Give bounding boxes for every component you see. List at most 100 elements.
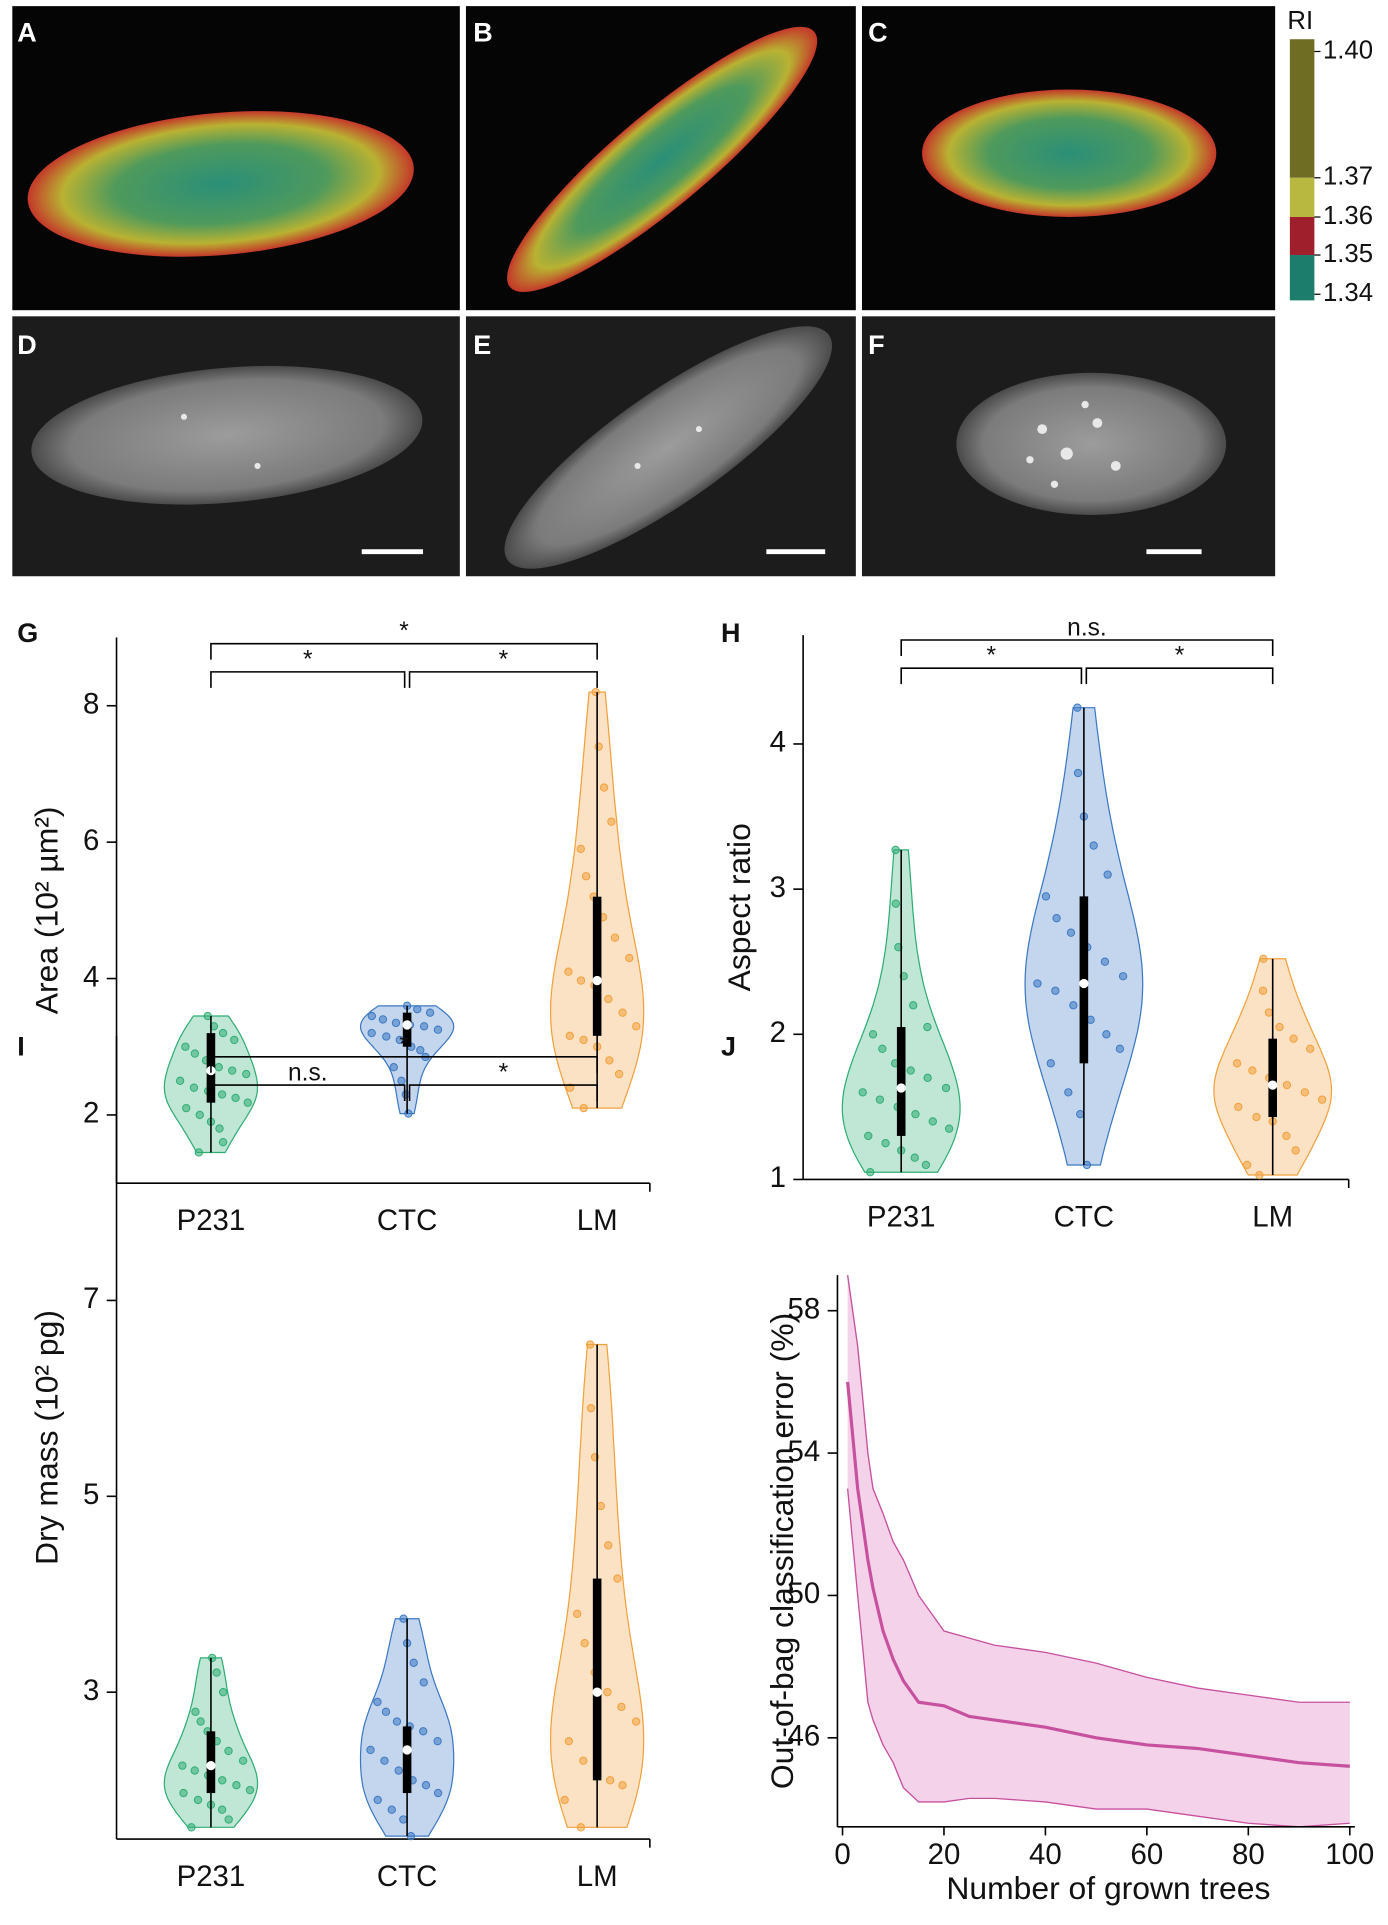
y-tick-label: 50: [788, 1577, 821, 1610]
data-point: [1258, 986, 1268, 995]
data-point: [406, 1831, 416, 1841]
data-point: [373, 1795, 382, 1805]
panel-label: D: [17, 330, 36, 360]
data-point: [419, 1727, 428, 1736]
data-point: [195, 1110, 204, 1120]
data-point: [591, 687, 600, 697]
significance-bracket: [900, 639, 1274, 656]
data-point: [579, 1035, 588, 1045]
median: [592, 1687, 602, 1697]
data-point: [1289, 1034, 1298, 1043]
x-tick-label: LM: [1252, 1200, 1293, 1233]
data-point: [923, 1073, 932, 1083]
data-point: [366, 1745, 375, 1755]
data-point: [1115, 1044, 1125, 1053]
colorbar-tick-label: 1.35: [1323, 240, 1373, 268]
x-tick-label: CTC: [377, 1860, 437, 1893]
data-point: [1033, 979, 1042, 988]
data-point: [179, 1788, 188, 1798]
data-point: [625, 953, 634, 963]
data-point: [1232, 1059, 1242, 1068]
data-point: [618, 1781, 627, 1790]
data-point: [875, 1095, 885, 1104]
data-point: [224, 1815, 233, 1824]
data-point: [604, 1541, 613, 1550]
data-point: [190, 1766, 199, 1775]
y-tick-label: 3: [83, 1674, 99, 1707]
data-point: [404, 1109, 413, 1118]
data-point: [881, 1139, 890, 1148]
data-point: [218, 1028, 228, 1038]
data-point: [433, 1736, 442, 1746]
data-point: [178, 1761, 187, 1770]
y-tick-label: 8: [83, 688, 99, 721]
error-band: [847, 1275, 1350, 1827]
significance-label: *: [499, 1060, 509, 1087]
data-point: [1282, 1080, 1292, 1090]
data-point: [1291, 1146, 1300, 1155]
y-tick-label: 54: [788, 1435, 821, 1468]
data-point: [1066, 928, 1076, 937]
y-tick-label: 6: [83, 824, 99, 857]
y-axis-label: Dry mass (10² pg): [29, 1310, 65, 1565]
data-point: [631, 1717, 641, 1726]
data-point: [1102, 1030, 1111, 1039]
x-tick-label: 60: [1131, 1838, 1164, 1871]
data-point: [394, 1766, 403, 1775]
y-tick-label: 2: [83, 1097, 99, 1130]
data-point: [909, 1001, 918, 1010]
data-point: [607, 817, 616, 826]
significance-bracket: [210, 1056, 598, 1073]
data-point: [367, 1028, 376, 1038]
data-point: [579, 1103, 588, 1113]
data-point: [617, 1702, 626, 1712]
data-point: [242, 1069, 251, 1079]
panel-label: A: [17, 17, 36, 47]
cell-ri: [922, 89, 1217, 218]
data-point: [401, 1090, 410, 1099]
data-point: [373, 1697, 382, 1707]
data-point: [576, 844, 585, 854]
y-tick-label: 4: [770, 726, 786, 759]
data-point: [560, 1795, 569, 1805]
significance-bracket: [1085, 667, 1274, 685]
data-point: [910, 1153, 919, 1162]
median: [402, 1745, 412, 1755]
data-point: [380, 1756, 389, 1765]
data-point: [416, 1045, 425, 1055]
data-point: [409, 1658, 418, 1667]
data-point: [1248, 1066, 1257, 1075]
data-point: [231, 1093, 240, 1103]
cell-ri: [27, 111, 414, 257]
data-point: [906, 1066, 915, 1075]
colorbar-segment: [1289, 217, 1315, 256]
mean-line: [846, 1381, 1350, 1768]
data-point: [421, 1781, 431, 1790]
significance-label: *: [499, 646, 509, 673]
data-point: [1073, 768, 1083, 778]
data-point: [1118, 972, 1128, 981]
significance-label: *: [303, 646, 313, 673]
iqr-box: [402, 1012, 412, 1047]
data-point: [565, 1031, 574, 1040]
y-tick-label: 1: [770, 1161, 786, 1194]
data-point: [1264, 1008, 1274, 1017]
data-point: [1064, 1088, 1073, 1097]
panel-label: H: [721, 618, 740, 648]
bound-line: [846, 1488, 1350, 1828]
data-point: [1255, 1170, 1264, 1180]
data-point: [1252, 1112, 1261, 1122]
y-axis-label: Aspect ratio: [721, 823, 757, 991]
panel-label: B: [473, 17, 492, 47]
colorbar-title: RI: [1287, 7, 1313, 35]
data-point: [433, 1788, 443, 1798]
data-point: [243, 1098, 252, 1107]
significance-bracket: [210, 671, 406, 688]
colorbar-segment: [1289, 39, 1315, 178]
data-point: [1076, 1109, 1085, 1119]
data-point: [391, 1018, 401, 1028]
data-point: [392, 1717, 402, 1726]
data-point: [182, 1103, 191, 1113]
data-point: [894, 943, 903, 952]
data-point: [603, 1688, 612, 1697]
